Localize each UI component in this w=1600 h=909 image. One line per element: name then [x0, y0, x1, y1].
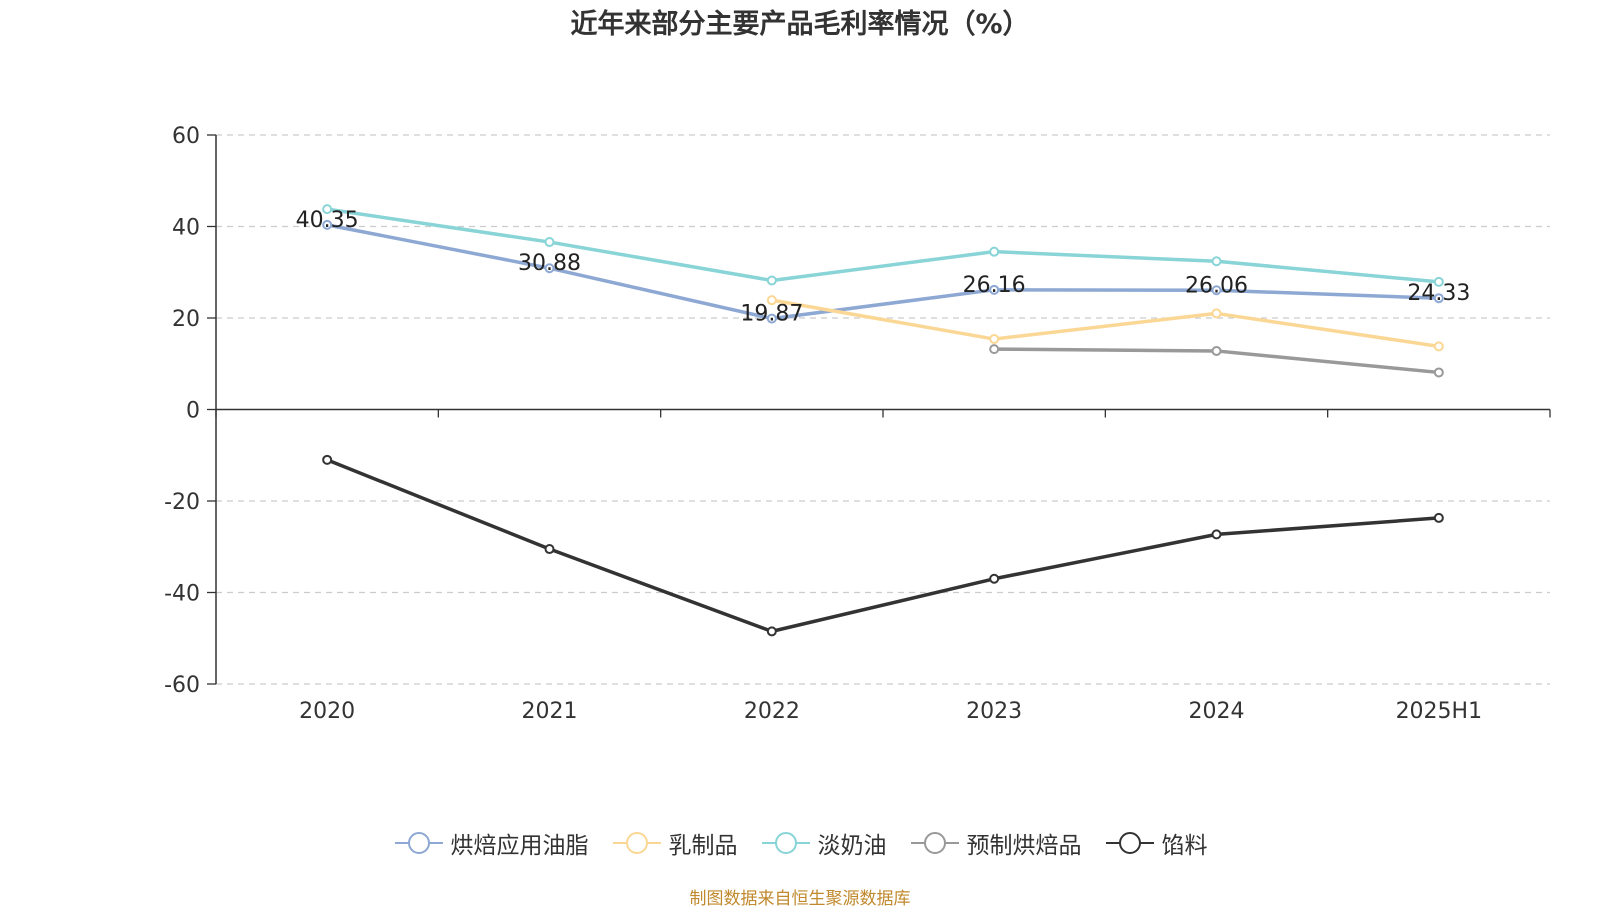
- legend-label: 馅料: [1161, 833, 1208, 859]
- legend-swatch-icon: [394, 832, 443, 854]
- legend-item[interactable]: 乳制品: [611, 826, 738, 860]
- legend-swatch-icon: [910, 832, 959, 854]
- data-point: [766, 295, 777, 306]
- x-tick-label: 2024: [1189, 699, 1245, 724]
- x-tick-label: 2023: [966, 699, 1022, 724]
- data-point: [1433, 367, 1444, 378]
- data-point: [322, 204, 333, 215]
- legend-label: 烘焙应用油脂: [450, 833, 589, 859]
- legend-swatch-icon: [761, 832, 810, 854]
- legend-label: 乳制品: [668, 833, 738, 859]
- data-point: [766, 313, 777, 324]
- legend: 烘焙应用油脂 乳制品 淡奶油 预制烘焙品 馅料: [0, 826, 1600, 860]
- legend-item[interactable]: 淡奶油: [760, 826, 887, 860]
- legend-item[interactable]: 预制烘焙品: [909, 826, 1082, 860]
- data-point: [544, 237, 555, 248]
- y-tick-label: -60: [164, 673, 200, 698]
- legend-item[interactable]: 烘焙应用油脂: [393, 826, 589, 860]
- data-point: [322, 219, 333, 230]
- series-layer: [322, 204, 1444, 637]
- data-point: [1211, 308, 1222, 319]
- series-line-1: [771, 298, 1440, 349]
- y-tick-label: 60: [172, 124, 200, 149]
- data-label: 19.87: [740, 302, 803, 327]
- data-point: [544, 544, 555, 555]
- series-line-4: [326, 458, 1439, 634]
- data-point: [766, 275, 777, 286]
- axis-layer: 60 40 20 0 -20 -40 -60 2020 2021 2022 2023 2024 2025…: [164, 124, 1551, 724]
- y-tick-label: 20: [172, 307, 200, 332]
- data-point: [1211, 256, 1222, 267]
- data-point: [322, 454, 333, 465]
- data-point: [989, 284, 1000, 295]
- legend-swatch-icon: [612, 832, 661, 854]
- data-label: 26.06: [1185, 273, 1248, 298]
- legend-item[interactable]: 馅料: [1104, 826, 1208, 860]
- data-point: [1211, 529, 1222, 540]
- series-line-2: [326, 207, 1439, 284]
- legend-label: 预制烘焙品: [966, 833, 1082, 859]
- data-label: 40.35: [296, 208, 359, 233]
- data-label-layer: 40.35 30.88 19.87 26.16 26.06 24.33: [296, 208, 1471, 327]
- data-point: [989, 573, 1000, 584]
- data-point: [1433, 276, 1444, 287]
- data-point: [1211, 345, 1222, 356]
- data-point: [1211, 285, 1222, 296]
- source-note: 制图数据来自恒生聚源数据库: [689, 889, 911, 909]
- y-tick-label: 0: [186, 399, 200, 424]
- data-point: [989, 334, 1000, 345]
- series-line-0: [326, 223, 1439, 321]
- data-label: 24.33: [1407, 281, 1470, 306]
- data-point: [766, 626, 777, 637]
- data-point: [989, 246, 1000, 257]
- data-point: [989, 344, 1000, 355]
- legend-swatch-icon: [1105, 832, 1154, 854]
- x-tick-label: 2022: [744, 699, 800, 724]
- legend-label: 淡奶油: [817, 833, 887, 859]
- data-label: 26.16: [963, 273, 1026, 298]
- y-tick-label: 40: [172, 216, 200, 241]
- chart-title: 近年来部分主要产品毛利率情况（%）: [570, 9, 1030, 40]
- data-point: [544, 263, 555, 274]
- y-tick-label: -20: [164, 490, 200, 515]
- data-label: 30.88: [518, 251, 581, 276]
- y-tick-label: -40: [164, 582, 200, 607]
- data-point: [1433, 341, 1444, 352]
- data-point: [1433, 512, 1444, 523]
- x-tick-label: 2025H1: [1396, 699, 1483, 724]
- x-tick-label: 2020: [299, 699, 355, 724]
- data-point: [1433, 293, 1444, 304]
- x-tick-label: 2021: [522, 699, 578, 724]
